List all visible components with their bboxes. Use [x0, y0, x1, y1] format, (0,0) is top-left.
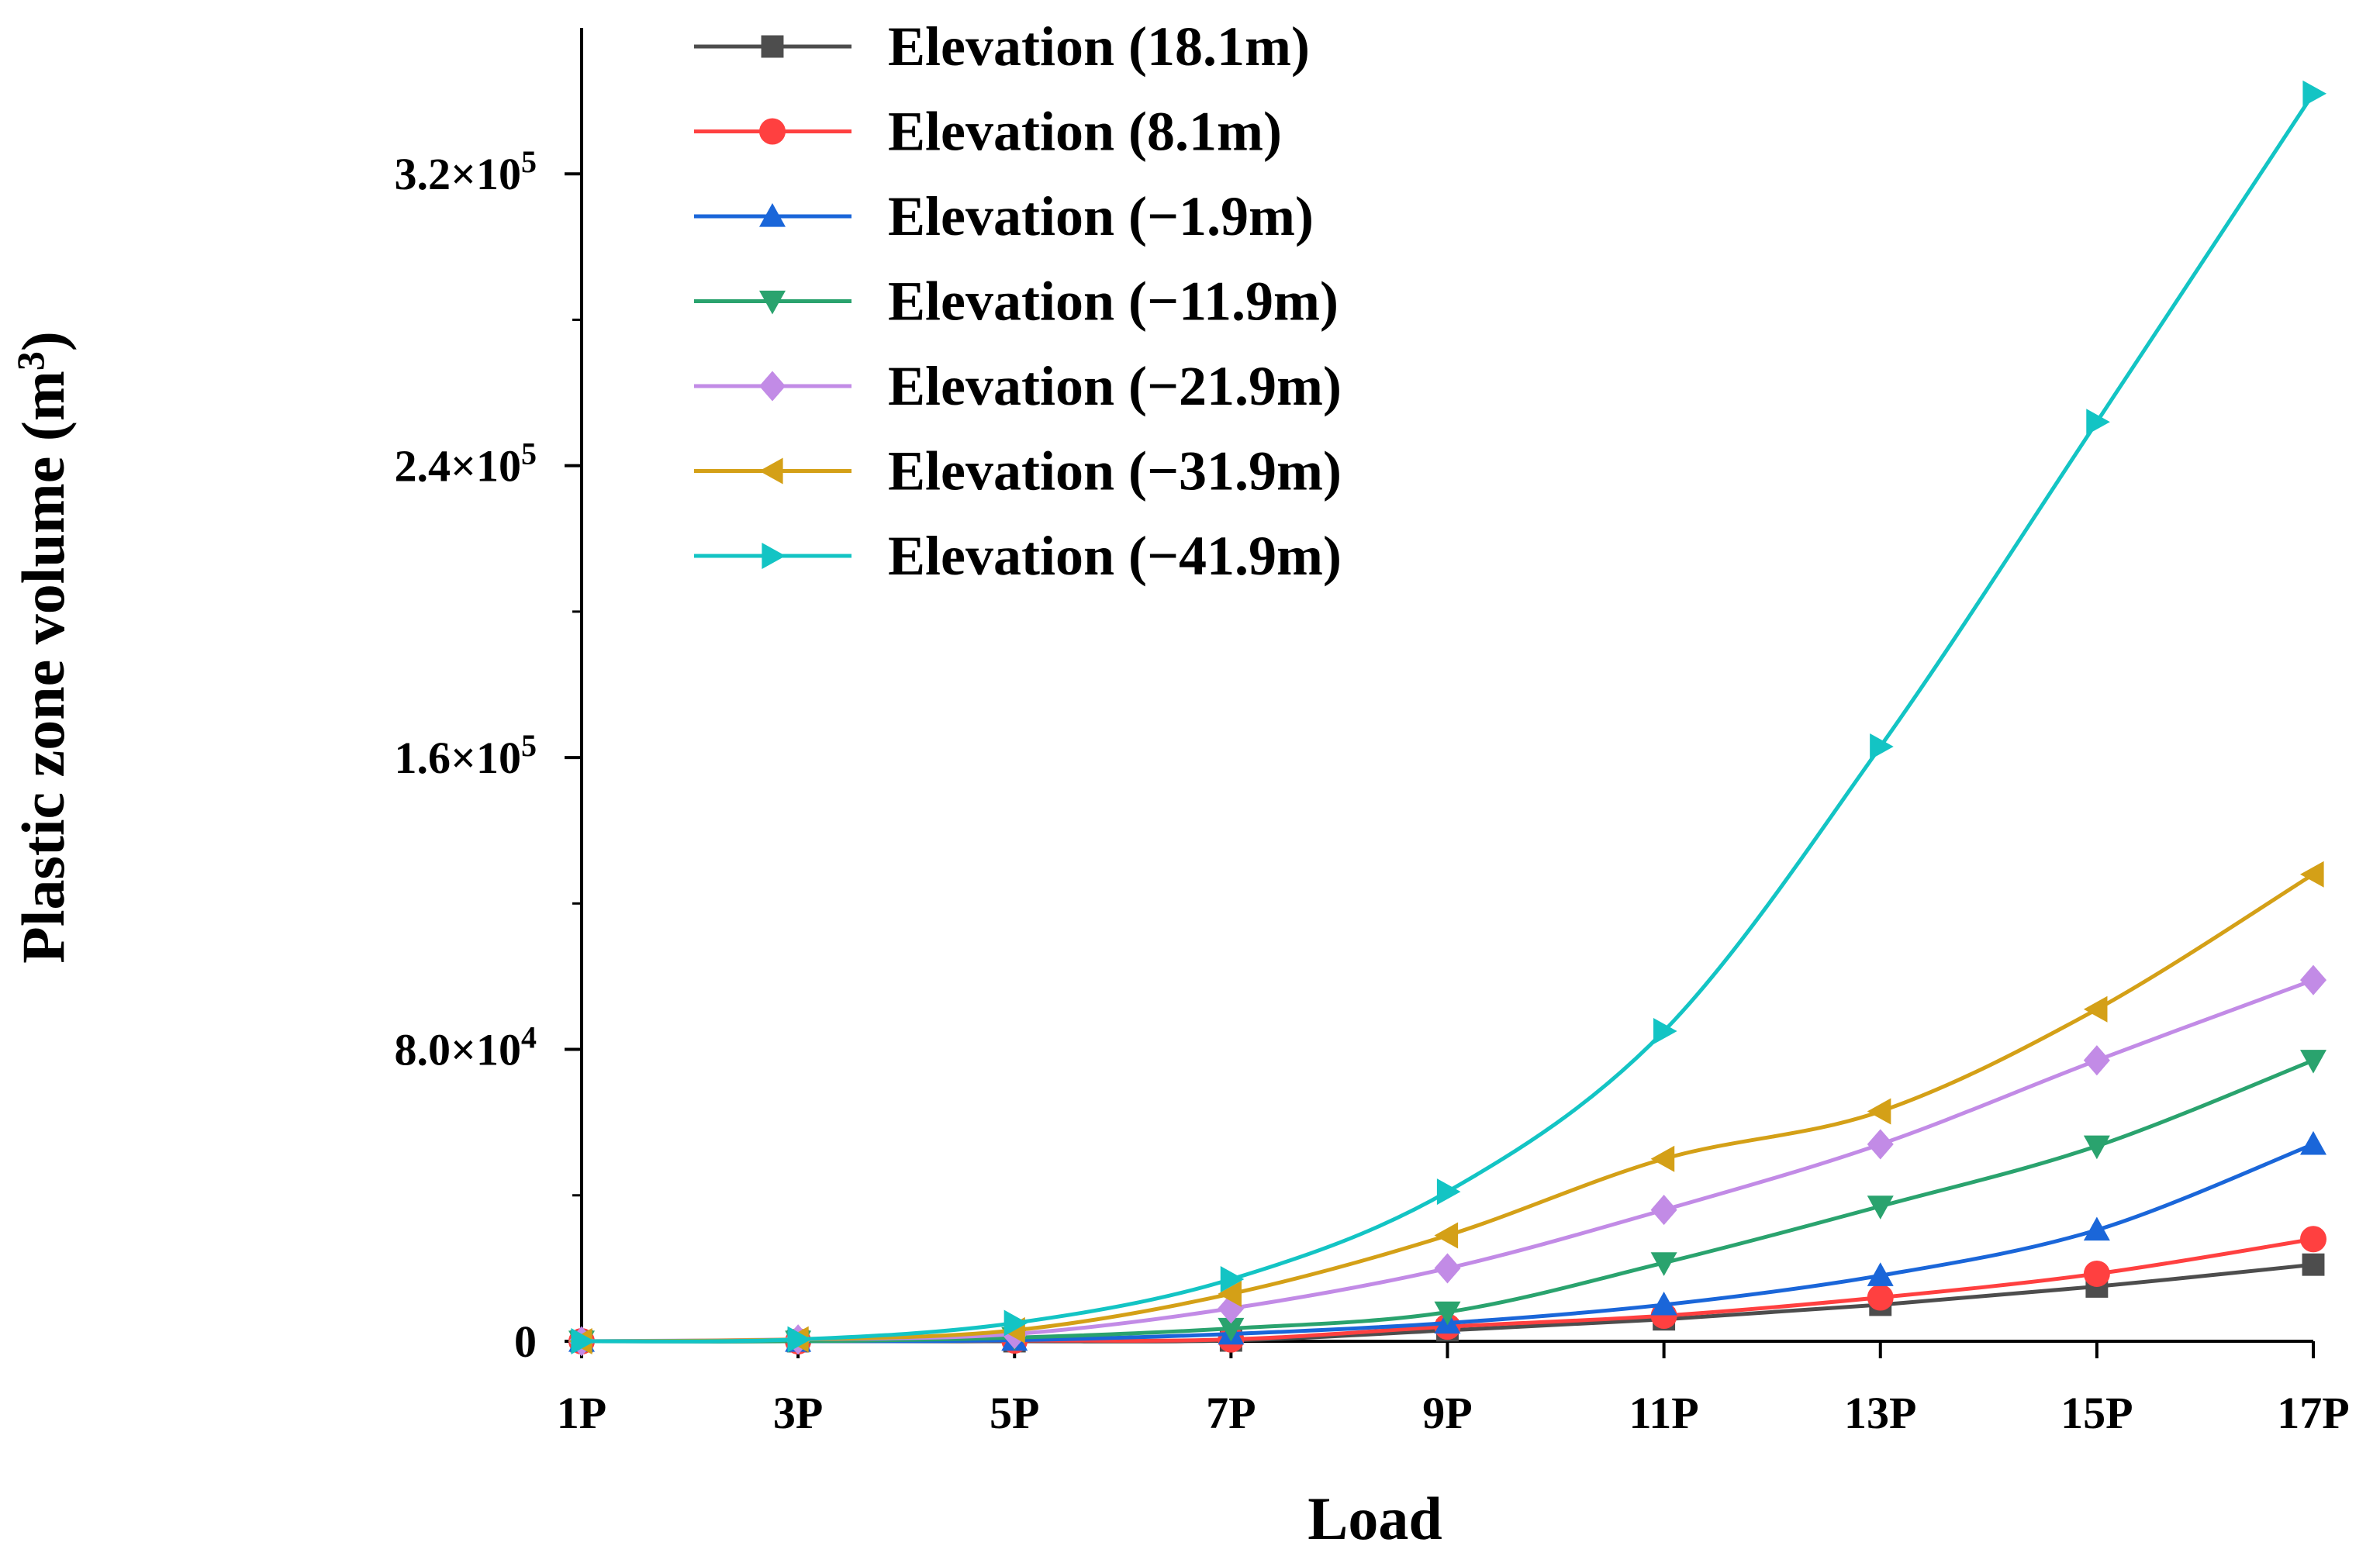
data-point: [1867, 1284, 1894, 1311]
data-point: [1218, 1280, 1242, 1307]
data-point: [2083, 995, 2108, 1023]
data-point: [1650, 1252, 1677, 1276]
y-tick-label: 2.4×105: [394, 436, 537, 492]
data-point: [1867, 1129, 1894, 1160]
data-point: [787, 1326, 812, 1353]
x-tick-label: 5P: [990, 1388, 1039, 1438]
data-point: [1436, 1178, 1461, 1206]
data-point: [1650, 1291, 1677, 1316]
data-point: [2300, 964, 2326, 995]
data-point: [2300, 861, 2324, 888]
data-point: [2302, 1253, 2325, 1276]
y-tick-label: 8.0×104: [394, 1020, 537, 1075]
series-line: [581, 92, 2316, 1344]
legend-label: Elevation (−31.9m): [888, 440, 1342, 502]
y-tick-label: 1.6×105: [394, 728, 537, 783]
y-axis-title: Plastic zone volume (m3): [9, 331, 77, 964]
x-tick-label: 15P: [2060, 1388, 2133, 1438]
legend-label: Elevation (−11.9m): [888, 271, 1339, 333]
data-point: [2083, 1135, 2110, 1160]
series-layer: [568, 80, 2326, 1357]
x-tick-label: 11P: [1629, 1388, 1699, 1438]
data-point: [2083, 1216, 2110, 1241]
data-point: [1434, 1222, 1459, 1249]
data-point: [1867, 1262, 1894, 1286]
data-point: [2086, 409, 2110, 436]
y-axis-title-close: ): [9, 331, 77, 351]
legend-marker: [759, 203, 786, 227]
data-point: [2300, 1050, 2326, 1074]
series-5: [568, 964, 2326, 1357]
data-point: [1220, 1266, 1245, 1293]
data-point: [1218, 1317, 1245, 1342]
x-tick-label: 13P: [1844, 1388, 1916, 1438]
legend-marker: [759, 457, 783, 485]
legend-entry-3: Elevation (−1.9m): [694, 185, 1314, 247]
data-point: [2300, 1226, 2326, 1253]
axes: 0 8.0×104 1.6×105 2.4×105 3.2×105 1P 3P 5P 7P 9P 1…: [394, 28, 2350, 1438]
series-4: [568, 1050, 2326, 1354]
legend-marker: [759, 371, 786, 402]
data-point: [2300, 1130, 2326, 1155]
legend-entry-1: Elevation (18.1m): [694, 16, 1310, 78]
data-point: [1653, 1018, 1677, 1045]
y-axis-title-sup: 3: [9, 351, 52, 371]
x-axis-title: Load: [1307, 1485, 1442, 1552]
series-7: [571, 80, 2326, 1354]
y-tick-label: 0: [514, 1316, 537, 1367]
data-point: [1003, 1309, 1028, 1337]
legend-entry-5: Elevation (−21.9m): [694, 355, 1342, 417]
legend-marker: [759, 290, 786, 315]
legend-label: Elevation (8.1m): [888, 101, 1282, 163]
legend-label: Elevation (−21.9m): [888, 355, 1342, 417]
legend-entry-7: Elevation (−41.9m): [694, 525, 1342, 587]
data-point: [1434, 1253, 1461, 1284]
data-point: [1870, 733, 1894, 760]
legend-entry-6: Elevation (−31.9m): [694, 440, 1342, 502]
series-line: [581, 1058, 2314, 1344]
y-axis-title-main: Plastic zone volume (m: [9, 371, 77, 964]
legend-label: Elevation (18.1m): [888, 16, 1310, 78]
data-point: [2302, 80, 2326, 107]
legend-label: Elevation (−1.9m): [888, 185, 1314, 247]
data-point: [1434, 1301, 1461, 1326]
x-tick-label: 17P: [2277, 1388, 2349, 1438]
legend-marker: [759, 118, 786, 145]
data-point: [2083, 1260, 2110, 1287]
x-tick-label: 7P: [1206, 1388, 1256, 1438]
data-point: [1867, 1098, 1891, 1125]
data-point: [1867, 1195, 1894, 1220]
x-tick-label: 9P: [1422, 1388, 1472, 1438]
data-point: [571, 1328, 595, 1354]
legend-label: Elevation (−41.9m): [888, 525, 1342, 587]
legend: Elevation (18.1m) Elevation (8.1m) Elevati…: [694, 16, 1342, 587]
legend-marker: [762, 543, 786, 569]
y-tick-label: 3.2×105: [394, 144, 537, 199]
legend-entry-4: Elevation (−11.9m): [694, 271, 1339, 333]
legend-marker: [761, 35, 784, 58]
legend-entry-2: Elevation (8.1m): [694, 101, 1282, 163]
data-point: [1650, 1145, 1675, 1172]
x-tick-label: 3P: [773, 1388, 823, 1438]
x-tick-label: 1P: [557, 1388, 606, 1438]
data-point: [1650, 1195, 1677, 1226]
data-point: [2083, 1045, 2110, 1076]
